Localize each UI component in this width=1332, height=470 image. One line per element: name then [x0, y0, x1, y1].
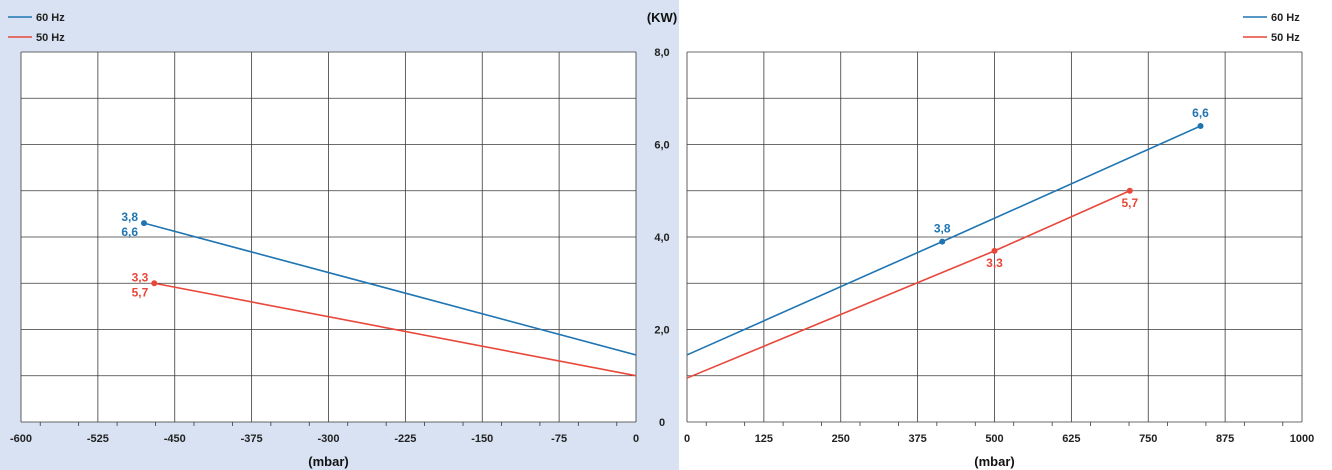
x-axis-title: (mbar) — [308, 454, 348, 469]
y-tick-label: 0 — [659, 417, 665, 429]
x-tick-label: 0 — [633, 433, 639, 445]
data-label: 5,7 — [1121, 196, 1138, 210]
x-tick-label: -75 — [551, 433, 567, 445]
y-tick-label: 8,0 — [654, 47, 669, 59]
x-tick-label: 0 — [684, 433, 690, 445]
x-tick-label: 375 — [908, 433, 926, 445]
data-point — [1197, 123, 1204, 129]
data-point — [1126, 187, 1133, 194]
x-tick-label: 750 — [1139, 433, 1157, 445]
data-label: 6,6 — [1192, 106, 1209, 120]
x-tick-label: -225 — [394, 433, 416, 445]
x-tick-label: -450 — [164, 433, 186, 445]
x-tick-label: 875 — [1216, 433, 1234, 445]
y-tick-label: 6,0 — [654, 140, 669, 152]
y-tick-label: 2,0 — [654, 325, 669, 337]
series-line-50hz — [154, 282, 637, 377]
series-line-60hz — [143, 222, 637, 356]
x-tick-label: -375 — [241, 433, 263, 445]
x-axis-title: (mbar) — [974, 454, 1014, 469]
x-tick-label: -525 — [87, 433, 109, 445]
x-tick-label: 250 — [832, 433, 850, 445]
data-point — [991, 247, 998, 254]
legend-label: 50 Hz — [36, 32, 65, 44]
data-label: 3,3 — [132, 270, 149, 284]
data-label: 6,6 — [121, 225, 138, 239]
data-label: 3,8 — [121, 210, 138, 224]
x-tick-label: 625 — [1062, 433, 1080, 445]
data-label: 3,8 — [934, 222, 951, 236]
y-axis-unit: (KW) — [647, 10, 677, 25]
data-label: 5,7 — [132, 285, 149, 299]
legend-label: 50 Hz — [1271, 32, 1300, 44]
x-tick-label: -150 — [471, 433, 493, 445]
y-tick-label: 4,0 — [654, 232, 669, 244]
legend-label: 60 Hz — [36, 12, 65, 24]
data-point — [141, 220, 147, 227]
data-point — [151, 280, 158, 287]
legend-label: 60 Hz — [1271, 12, 1300, 24]
data-point — [939, 238, 946, 245]
x-tick-label: -300 — [317, 433, 339, 445]
x-tick-label: 1000 — [1290, 433, 1314, 445]
x-tick-label: 125 — [755, 433, 773, 445]
data-label: 3,3 — [986, 256, 1003, 270]
x-tick-label: -600 — [10, 433, 32, 445]
x-tick-label: 500 — [985, 433, 1003, 445]
